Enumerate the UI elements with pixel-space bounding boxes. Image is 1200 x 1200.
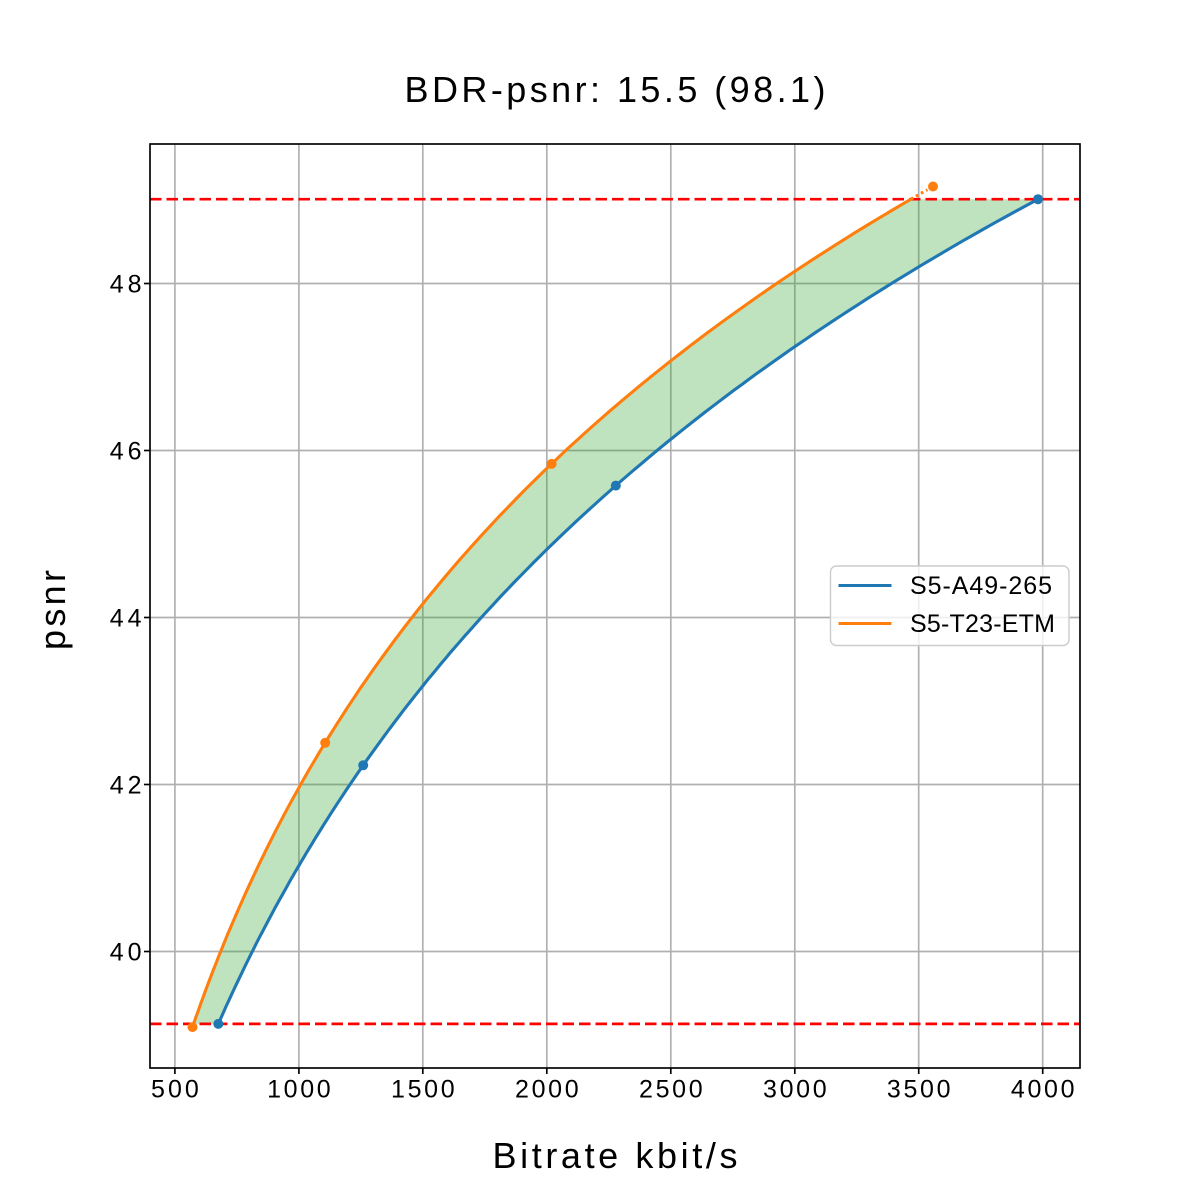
svg-text:S5-A49-265: S5-A49-265: [910, 572, 1052, 600]
svg-text:S5-T23-ETM: S5-T23-ETM: [910, 610, 1055, 638]
svg-text:Bitrate kbit/s: Bitrate kbit/s: [493, 1135, 738, 1176]
svg-text:500: 500: [151, 1076, 199, 1104]
svg-text:psnr: psnr: [32, 570, 73, 650]
